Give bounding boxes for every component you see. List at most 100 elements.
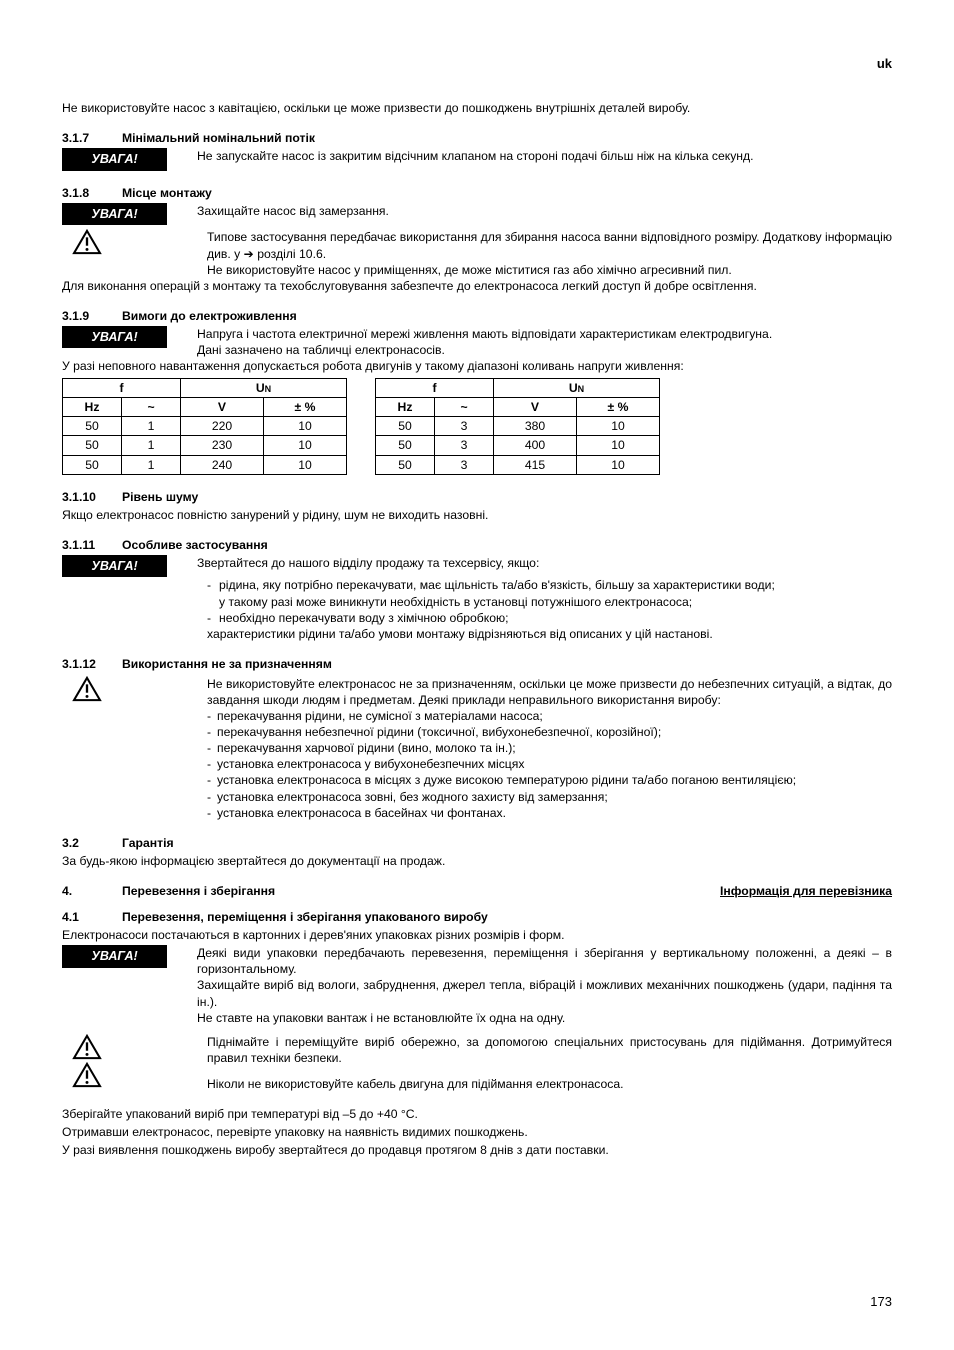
- cell: 1: [122, 436, 181, 455]
- paragraph: Для виконання операцій з монтажу та техо…: [62, 278, 892, 294]
- table-header-row: f UN: [376, 379, 660, 398]
- warning-row: Не використовуйте електронасос не за при…: [62, 676, 892, 708]
- warning-row: Піднімайте і переміщуйте виріб обережно,…: [62, 1034, 892, 1092]
- list-subtext: у такому разі може виникнути необхідніст…: [207, 594, 892, 610]
- paragraph: У разі виявлення пошкоджень виробу зверт…: [62, 1142, 892, 1158]
- section-title: Особливе застосування: [122, 538, 268, 552]
- bullet-list: перекачування рідини, не сумісної з мате…: [207, 708, 892, 821]
- list-item: перекачування харчової рідини (вино, мол…: [207, 740, 892, 756]
- section-title: Мінімальний номінальний потік: [122, 131, 315, 145]
- section-title: Місце монтажу: [122, 186, 212, 200]
- text-line: Не ставте на упаковки вантаж і не встано…: [197, 1010, 892, 1026]
- cell: 380: [494, 417, 577, 436]
- text-line: Не використовуйте насос у приміщеннях, д…: [207, 262, 892, 278]
- section-3-1-11-head: 3.1.11Особливе застосування: [62, 537, 892, 553]
- section-3-1-12-head: 3.1.12Використання не за призначенням: [62, 656, 892, 672]
- list-item: перекачування рідини, не сумісної з мате…: [207, 708, 892, 724]
- language-tag: uk: [62, 55, 892, 72]
- page: uk Не використовуйте насос з кавітацією,…: [0, 0, 954, 1350]
- voltage-table-1: f UN Hz ~ V ± % 50122010 50123010 501240…: [62, 378, 347, 474]
- section-title: Використання не за призначенням: [122, 657, 332, 671]
- badge-col: УВАГА!: [62, 148, 197, 171]
- section-3-1-7-head: 3.1.7Мінімальний номінальний потік: [62, 130, 892, 146]
- th-un: UN: [494, 379, 660, 398]
- warning-icon-col: [62, 229, 207, 259]
- cell: 3: [435, 417, 494, 436]
- th-f: f: [376, 379, 494, 398]
- text-line: Деякі види упаковки передбачають перевез…: [197, 945, 892, 977]
- section-3-1-10-head: 3.1.10Рівень шуму: [62, 489, 892, 505]
- th-phase: ~: [435, 398, 494, 417]
- text-line: Напруга і частота електричної мережі жив…: [197, 326, 892, 342]
- bullet-list: необхідно перекачувати воду з хімічною о…: [207, 610, 892, 626]
- attention-row: УВАГА! Деякі види упаковки передбачають …: [62, 945, 892, 1025]
- section-title: Рівень шуму: [122, 490, 198, 504]
- attention-badge: УВАГА!: [62, 326, 167, 349]
- cell: 10: [577, 436, 660, 455]
- page-number: 173: [870, 1293, 892, 1310]
- section-number: 3.1.10: [62, 489, 122, 505]
- th-v: V: [494, 398, 577, 417]
- text-line: Ніколи не використовуйте кабель двигуна …: [207, 1076, 892, 1092]
- attention-row: УВАГА! Звертайтеся до нашого відділу про…: [62, 555, 892, 578]
- cell: 10: [264, 417, 347, 436]
- intro-paragraph: Не використовуйте насос з кавітацією, ос…: [62, 100, 892, 116]
- bullet-list: рідина, яку потрібно перекачувати, має щ…: [207, 577, 892, 593]
- section-right-label: Інформація для перевізника: [720, 883, 892, 899]
- cell: 3: [435, 455, 494, 474]
- voltage-tables-row: f UN Hz ~ V ± % 50122010 50123010 501240…: [62, 378, 892, 474]
- cell: 50: [63, 455, 122, 474]
- text-line: Піднімайте і переміщуйте виріб обережно,…: [207, 1034, 892, 1066]
- attention-text: Напруга і частота електричної мережі жив…: [197, 326, 892, 358]
- attention-badge: УВАГА!: [62, 555, 167, 578]
- section-number: 3.2: [62, 835, 122, 851]
- th-f: f: [63, 379, 181, 398]
- th-hz: Hz: [63, 398, 122, 417]
- attention-row: УВАГА! Не запускайте насос із закритим в…: [62, 148, 892, 171]
- attention-text: Захищайте насос від замерзання.: [197, 203, 892, 219]
- cell: 1: [122, 455, 181, 474]
- cell: 50: [376, 417, 435, 436]
- paragraph: За будь-якою інформацією звертайтеся до …: [62, 853, 892, 869]
- warning-triangle-icon: [72, 676, 102, 702]
- badge-col: УВАГА!: [62, 326, 197, 349]
- th-pct: ± %: [264, 398, 347, 417]
- attention-badge: УВАГА!: [62, 945, 167, 968]
- section-title: Перевезення, переміщення і зберігання уп…: [122, 910, 488, 924]
- table-subheader-row: Hz ~ V ± %: [376, 398, 660, 417]
- attention-row: УВАГА! Напруга і частота електричної мер…: [62, 326, 892, 358]
- warning-triangle-icon: [72, 229, 102, 255]
- attention-row: УВАГА! Захищайте насос від замерзання.: [62, 203, 892, 226]
- list-item: установка електронасоса в місцях з дуже …: [207, 772, 892, 788]
- section-number: 3.1.8: [62, 185, 122, 201]
- warning-icon-col: [62, 676, 207, 706]
- table-header-row: f UN: [63, 379, 347, 398]
- list-item: установка електронасоса зовні, без жодно…: [207, 789, 892, 805]
- section-3-1-8-head: 3.1.8Місце монтажу: [62, 185, 892, 201]
- voltage-table-2: f UN Hz ~ V ± % 50338010 50340010 503415…: [375, 378, 660, 474]
- table-row: 50341510: [376, 455, 660, 474]
- attention-text: Звертайтеся до нашого відділу продажу та…: [197, 555, 892, 571]
- list-item: рідина, яку потрібно перекачувати, має щ…: [207, 577, 892, 593]
- section-number: 3.1.12: [62, 656, 122, 672]
- cell: 400: [494, 436, 577, 455]
- list-item: установка електронасоса у вибухонебезпеч…: [207, 756, 892, 772]
- section-4-1-head: 4.1Перевезення, переміщення і зберігання…: [62, 909, 892, 925]
- text-line: Типове застосування передбачає використа…: [207, 229, 892, 261]
- section-title: Гарантія: [122, 836, 174, 850]
- cell: 415: [494, 455, 577, 474]
- cell: 10: [264, 436, 347, 455]
- list-item: перекачування небезпечної рідини (токсич…: [207, 724, 892, 740]
- cell: 50: [63, 417, 122, 436]
- cell: 220: [181, 417, 264, 436]
- section-4-head: Інформація для перевізника 4.Перевезення…: [62, 883, 892, 899]
- list-item: необхідно перекачувати воду з хімічною о…: [207, 610, 892, 626]
- list-tail: характеристики рідини та/або умови монта…: [207, 626, 892, 642]
- attention-badge: УВАГА!: [62, 203, 167, 226]
- section-title: Перевезення і зберігання: [122, 884, 275, 898]
- th-phase: ~: [122, 398, 181, 417]
- warning-icon-col: [62, 1034, 207, 1088]
- attention-text: Деякі види упаковки передбачають перевез…: [197, 945, 892, 1025]
- cell: 50: [376, 455, 435, 474]
- attention-text: Не запускайте насос із закритим відсічни…: [197, 148, 892, 164]
